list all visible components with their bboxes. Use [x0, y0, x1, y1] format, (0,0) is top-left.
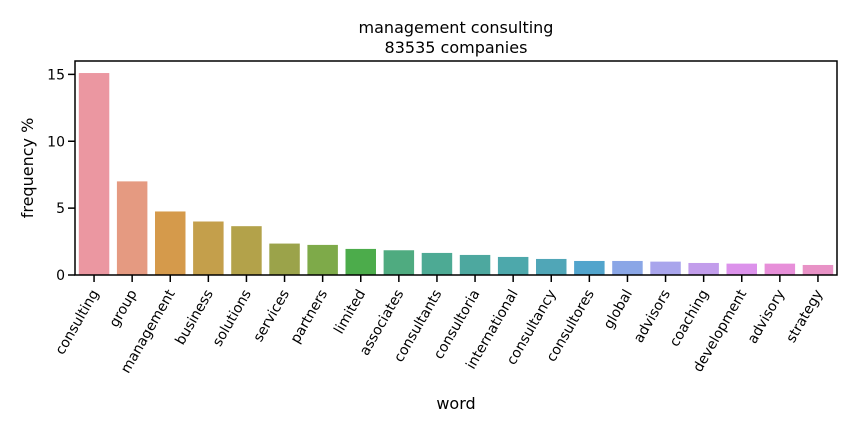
- x-tick-label: strategy: [783, 287, 826, 346]
- bar-limited: [345, 248, 376, 275]
- bar-coaching: [688, 262, 719, 275]
- x-axis-label: word: [436, 394, 475, 413]
- x-tick-label: services: [250, 287, 293, 345]
- bar-partners: [307, 244, 338, 275]
- x-tick-label: group: [106, 287, 140, 330]
- bar-consulting: [78, 73, 110, 275]
- bars-group: [78, 73, 834, 275]
- bar-management: [155, 211, 186, 275]
- chart-title: management consulting: [359, 18, 554, 37]
- x-tick-label: global: [601, 287, 636, 332]
- bar-advisory: [764, 263, 796, 275]
- bar-consultoria: [459, 254, 491, 275]
- bar-consultores: [574, 260, 605, 275]
- x-tick-label: advisors: [631, 287, 674, 346]
- y-axis: 0 5 10 15: [47, 67, 75, 284]
- chart-subtitle: 83535 companies: [385, 38, 528, 57]
- x-axis: consulting groupmanagementbusinesssolutio…: [52, 275, 826, 376]
- bar-services: [269, 243, 300, 275]
- plot-frame: [74, 60, 838, 276]
- bar-group: [116, 181, 148, 275]
- bar-advisors: [650, 261, 681, 275]
- y-tick-label: 5: [56, 201, 65, 217]
- y-tick-label: 0: [56, 268, 65, 284]
- y-tick-label: 15: [47, 67, 65, 83]
- x-tick-label: advisory: [745, 287, 789, 347]
- x-tick-label: solutions: [210, 287, 255, 349]
- bar-development: [726, 263, 757, 275]
- bar-global: [612, 260, 643, 275]
- y-tick-label: 10: [47, 134, 65, 150]
- bar-business: [193, 221, 224, 275]
- x-tick-label: limited: [331, 287, 369, 337]
- bar-strategy: [802, 264, 834, 275]
- bar-consultants: [421, 252, 453, 275]
- bar-solutions: [231, 226, 262, 275]
- bar-associates: [383, 250, 415, 275]
- x-tick-label: partners: [288, 287, 331, 346]
- bar-consultancy: [536, 258, 567, 275]
- bar-international: [497, 256, 529, 275]
- y-axis-label: frequency %: [18, 118, 37, 219]
- x-tick-label: consulting: [52, 287, 102, 358]
